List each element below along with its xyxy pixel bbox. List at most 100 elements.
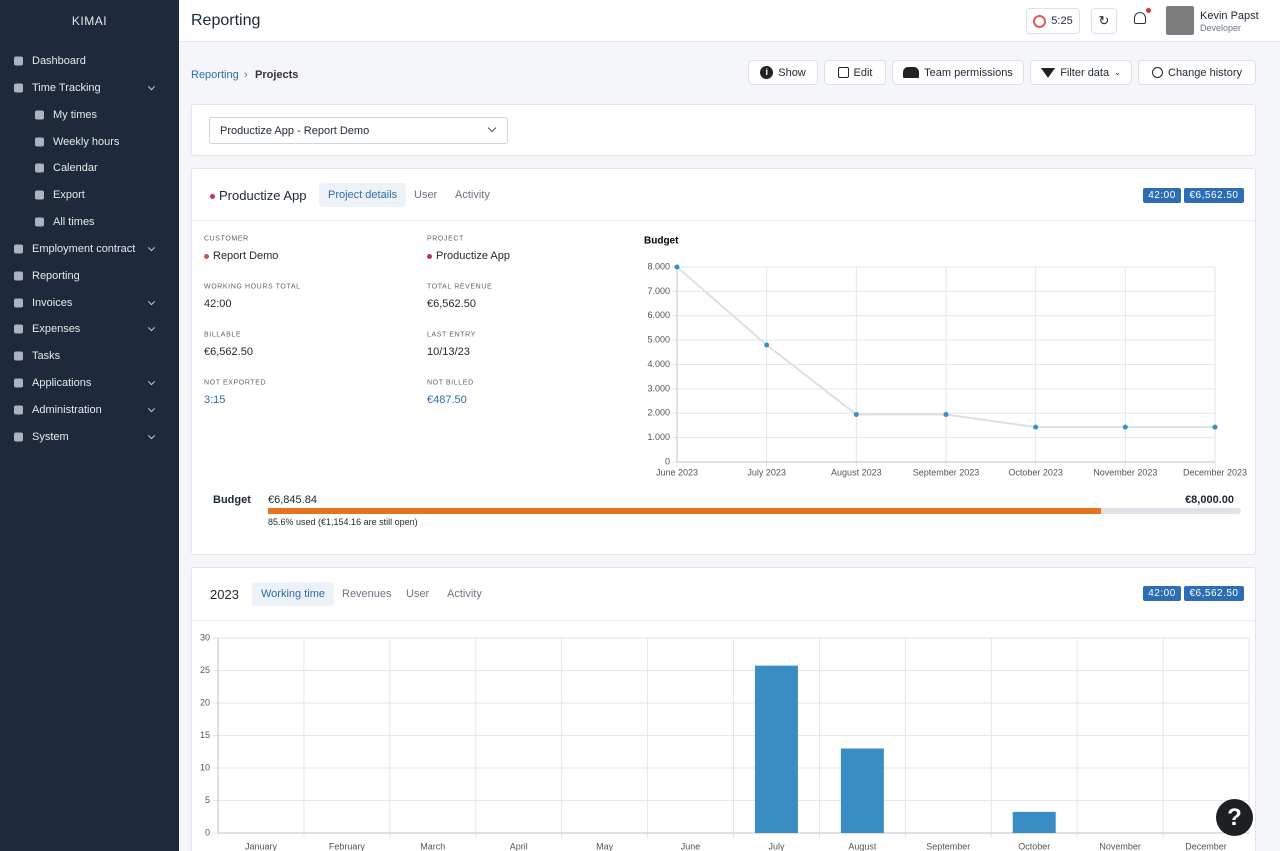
field-value: 10/13/23 (427, 346, 470, 358)
brand[interactable]: KIMAI (71, 14, 108, 28)
edit-button[interactable]: Edit (824, 60, 886, 85)
menu-item[interactable]: Reporting (32, 270, 80, 282)
menu-icon (35, 163, 44, 173)
avatar[interactable] (1166, 6, 1194, 35)
year-card: 2023 Working time Revenues User Activity… (191, 567, 1256, 851)
point (674, 264, 680, 270)
badge: €6,562.50 (1184, 188, 1244, 203)
menu-item[interactable]: Time Tracking (32, 82, 101, 94)
help-button[interactable]: ? (1216, 799, 1253, 836)
user-name[interactable]: Kevin Papst (1200, 10, 1259, 22)
field-value: 3:15 (204, 394, 225, 406)
menu-icon (14, 324, 23, 334)
y-tick-label: 25 (200, 665, 210, 675)
breadcrumb-link[interactable]: Reporting (191, 69, 239, 81)
menu-item[interactable]: My times (53, 109, 97, 121)
point (1212, 424, 1218, 430)
x-tick-label: March (420, 841, 445, 851)
menu-icon (14, 432, 23, 442)
menu-item[interactable]: Dashboard (32, 55, 86, 67)
x-tick-label: July (768, 841, 785, 851)
point (764, 342, 770, 348)
y-tick-label: 15 (200, 730, 210, 740)
budget-track (268, 508, 1241, 514)
y-tick-label: 4.000 (647, 359, 670, 369)
y-tick-label: 1.000 (647, 432, 670, 442)
field-label: CUSTOMER (204, 235, 249, 243)
y-tick-label: 0 (205, 827, 210, 837)
x-tick-label: October 2023 (1008, 467, 1063, 477)
menu-item[interactable]: Weekly hours (53, 136, 120, 148)
menu-item[interactable]: All times (53, 216, 95, 228)
x-tick-label: November 2023 (1093, 467, 1157, 477)
project-select[interactable]: Productize App - Report Demo (209, 117, 508, 144)
x-tick-label: December 2023 (1183, 467, 1247, 477)
point (943, 411, 949, 417)
menu-item[interactable]: Tasks (32, 350, 61, 362)
x-tick-label: April (510, 841, 528, 851)
x-tick-label: September 2023 (913, 467, 980, 477)
sidebar: KIMAI Dashboard Time Tracking My times Week… (0, 0, 179, 851)
x-tick-label: February (329, 841, 366, 851)
menu-icon (35, 217, 44, 227)
field-value: €6,562.50 (204, 346, 253, 358)
tab[interactable]: User (414, 189, 438, 201)
tab[interactable]: Revenues (342, 588, 392, 600)
x-tick-label: December (1185, 841, 1227, 851)
field-value-text: 3:15 (204, 394, 226, 406)
menu-item[interactable]: System (32, 431, 69, 443)
y-tick-label: 2.000 (647, 408, 670, 418)
field-value-text: €6,562.50 (204, 346, 253, 358)
menu-item[interactable]: Applications (32, 377, 92, 389)
field-value-text: €487.50 (427, 394, 467, 406)
show-button[interactable]: i Show (748, 60, 818, 85)
y-tick-label: 5 (205, 795, 210, 805)
notification-dot (1146, 8, 1151, 13)
select-value: Productize App - Report Demo (220, 125, 370, 137)
header: Reporting 5:25 ↻ Kevin Papst Developer (179, 0, 1280, 42)
point (1122, 424, 1128, 430)
x-tick-label: May (596, 841, 614, 851)
menu-item[interactable]: Calendar (53, 162, 98, 174)
year: 2023 (210, 587, 239, 602)
refresh-button[interactable]: ↻ (1091, 8, 1117, 34)
menu-item[interactable]: Administration (32, 404, 102, 416)
team-permissions-button[interactable]: Team permissions (892, 60, 1024, 85)
point (853, 411, 859, 417)
tab[interactable]: Activity (455, 189, 490, 201)
menu-item[interactable]: Expenses (32, 323, 81, 335)
filter-button[interactable]: Filter data ⌄ (1030, 60, 1132, 85)
menu-item[interactable]: Employment contract (32, 243, 136, 255)
notifications[interactable] (1134, 12, 1146, 24)
bar (840, 748, 884, 833)
button-label: Change history (1168, 66, 1242, 79)
field-value-text: Productize App (436, 250, 510, 262)
x-tick-label: July 2023 (747, 467, 786, 477)
menu-icon (14, 351, 23, 361)
menu-icon (35, 110, 44, 120)
badge: 42:00 (1143, 188, 1181, 203)
tab[interactable]: Project details (319, 183, 407, 207)
tab[interactable]: Working time (252, 582, 334, 606)
menu-item[interactable]: Export (53, 189, 85, 201)
chart-title: Budget (644, 236, 679, 247)
button-label: Edit (853, 66, 873, 79)
x-tick-label: June (681, 841, 701, 851)
button-label: Filter data (1060, 66, 1110, 79)
tab[interactable]: Activity (447, 588, 482, 600)
history-button[interactable]: Change history (1138, 60, 1256, 85)
timer[interactable]: 5:25 (1026, 8, 1080, 34)
menu-item[interactable]: Invoices (32, 297, 73, 309)
project-card: Productize App Project details User Acti… (191, 168, 1256, 555)
budget-used: €6,845.84 (268, 494, 317, 506)
x-tick-label: October (1018, 841, 1050, 851)
x-tick-label: August 2023 (831, 467, 882, 477)
y-tick-label: 6.000 (647, 310, 670, 320)
button-label: Team permissions (924, 66, 1013, 79)
field-value-text: 42:00 (204, 298, 232, 310)
field-value: 42:00 (204, 298, 232, 310)
tab[interactable]: User (406, 588, 430, 600)
y-tick-label: 0 (665, 456, 670, 466)
field-label: NOT BILLED (427, 379, 474, 387)
